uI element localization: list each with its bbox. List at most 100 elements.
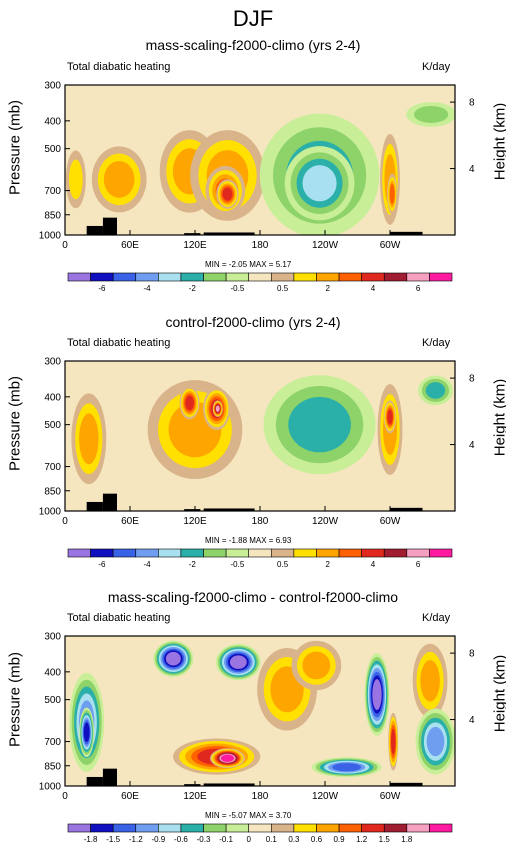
colorbar-swatch xyxy=(361,548,385,558)
colorbar-swatch xyxy=(270,272,295,282)
colorbar-label: -0.3 xyxy=(197,835,211,844)
x-tick-label: 120E xyxy=(183,791,207,802)
units-label: K/day xyxy=(422,61,451,73)
units-label: K/day xyxy=(422,337,451,349)
x-tick-label: 60W xyxy=(380,791,401,802)
contour-field xyxy=(71,375,453,485)
contour-blob xyxy=(387,409,393,425)
y-tick-label: 500 xyxy=(44,420,61,431)
y-tick-label: 1000 xyxy=(39,231,62,242)
colorbar-label: -1.5 xyxy=(106,835,120,844)
x-tick-label: 120W xyxy=(312,516,339,527)
colorbar-label: 1.5 xyxy=(379,835,391,844)
colorbar-swatch xyxy=(225,272,250,282)
colorbar-label: -2 xyxy=(189,560,197,569)
y-tick-label: 1000 xyxy=(39,507,62,518)
colorbar-label: -1.8 xyxy=(84,835,98,844)
contour-blob xyxy=(222,187,233,201)
colorbar-swatch xyxy=(293,548,317,558)
colorbar-swatch xyxy=(203,548,227,558)
colorbar-swatch xyxy=(270,823,295,833)
colorbar-swatch xyxy=(338,272,362,282)
contour-blob xyxy=(414,105,449,123)
variable-label: Total diabatic heating xyxy=(67,61,171,73)
colorbar-swatch xyxy=(406,823,430,833)
colorbar-label: -4 xyxy=(143,560,151,569)
colorbar-swatch xyxy=(90,272,114,282)
colorbar-swatch xyxy=(383,548,408,558)
topography xyxy=(390,231,423,235)
x-tick-label: 0 xyxy=(62,791,68,802)
heatmap-svg: 0 60E 120E 180 120W 60W 300 400 500 700 850 1000 8 4 -… xyxy=(39,632,475,845)
colorbar-swatch xyxy=(158,272,182,282)
colorbar-label: 0.5 xyxy=(277,560,289,569)
min-max-text: MIN = -1.88 MAX = 6.93 xyxy=(205,536,292,545)
colorbar-swatch xyxy=(338,823,362,833)
y-tick-label: 500 xyxy=(44,695,61,706)
y-tick-label: 850 xyxy=(44,761,61,772)
topography xyxy=(102,217,117,235)
x-tick-label: 120E xyxy=(183,516,207,527)
colorbar-swatch xyxy=(180,272,204,282)
colorbar-swatch xyxy=(429,548,453,558)
colorbar-swatch xyxy=(112,823,137,833)
colorbar-label: 4 xyxy=(371,284,376,293)
colorbar-swatch xyxy=(158,823,182,833)
colorbar-swatch xyxy=(67,823,91,833)
colorbar-swatch xyxy=(135,272,159,282)
colorbar-label: -6 xyxy=(98,560,106,569)
y-tick-label: 850 xyxy=(44,210,61,221)
colorbar-label: 6 xyxy=(416,560,421,569)
y2-tick-label: 8 xyxy=(469,649,475,660)
topography xyxy=(102,493,117,511)
x-tick-label: 0 xyxy=(62,516,68,527)
colorbar-swatch xyxy=(338,548,362,558)
colorbar-swatch xyxy=(361,823,385,833)
min-max-text: MIN = -5.07 MAX = 3.70 xyxy=(205,811,292,820)
x-tick-label: 60E xyxy=(121,240,139,251)
contour-blob xyxy=(79,413,99,465)
colorbar-label: -1.2 xyxy=(129,835,143,844)
x-tick-label: 120E xyxy=(183,240,207,251)
colorbar-swatch xyxy=(361,272,385,282)
contour-blob xyxy=(302,165,337,202)
x-tick-label: 60E xyxy=(121,516,139,527)
variable-label: Total diabatic heating xyxy=(67,612,171,624)
colorbar-label: -0.9 xyxy=(151,835,165,844)
colorbar-label: 2 xyxy=(326,560,331,569)
colorbar-swatch xyxy=(158,548,182,558)
colorbar-label: 2 xyxy=(326,284,331,293)
panel-title: mass-scaling-f2000-climo - control-f2000… xyxy=(107,589,399,605)
colorbar-swatch xyxy=(112,272,137,282)
x-tick-label: 0 xyxy=(62,240,68,251)
y2-tick-label: 4 xyxy=(469,164,475,175)
y-tick-label: 400 xyxy=(44,667,61,678)
colorbar-swatch xyxy=(180,823,204,833)
colorbar-swatch xyxy=(135,548,159,558)
min-max-text: MIN = -2.05 MAX = 5.17 xyxy=(205,260,292,269)
colorbar-swatch xyxy=(67,548,91,558)
units-label: K/day xyxy=(422,612,451,624)
y-tick-label: 300 xyxy=(44,81,61,92)
colorbar-swatch xyxy=(316,548,340,558)
contour-blob xyxy=(185,395,195,411)
figure-title: DJF xyxy=(232,6,274,31)
colorbar-swatch xyxy=(270,548,295,558)
x-tick-label: 180 xyxy=(252,240,269,251)
colorbar-label: 0.6 xyxy=(311,835,323,844)
variable-label: Total diabatic heating xyxy=(67,337,171,349)
colorbar-label: -4 xyxy=(143,284,151,293)
y-tick-label: 1000 xyxy=(39,782,62,793)
colorbar-swatch xyxy=(180,548,204,558)
colorbar-swatch xyxy=(248,823,272,833)
colorbar-swatch xyxy=(112,548,137,558)
colorbar-swatch xyxy=(225,823,250,833)
contour-blob xyxy=(215,405,220,412)
colorbar-label: -6 xyxy=(98,284,106,293)
topography xyxy=(203,508,255,511)
y-tick-label: 300 xyxy=(44,357,61,368)
contour-blob xyxy=(372,679,382,711)
colorbar-label: 0 xyxy=(246,835,251,844)
contour-blob xyxy=(389,183,395,205)
topography xyxy=(203,783,255,786)
